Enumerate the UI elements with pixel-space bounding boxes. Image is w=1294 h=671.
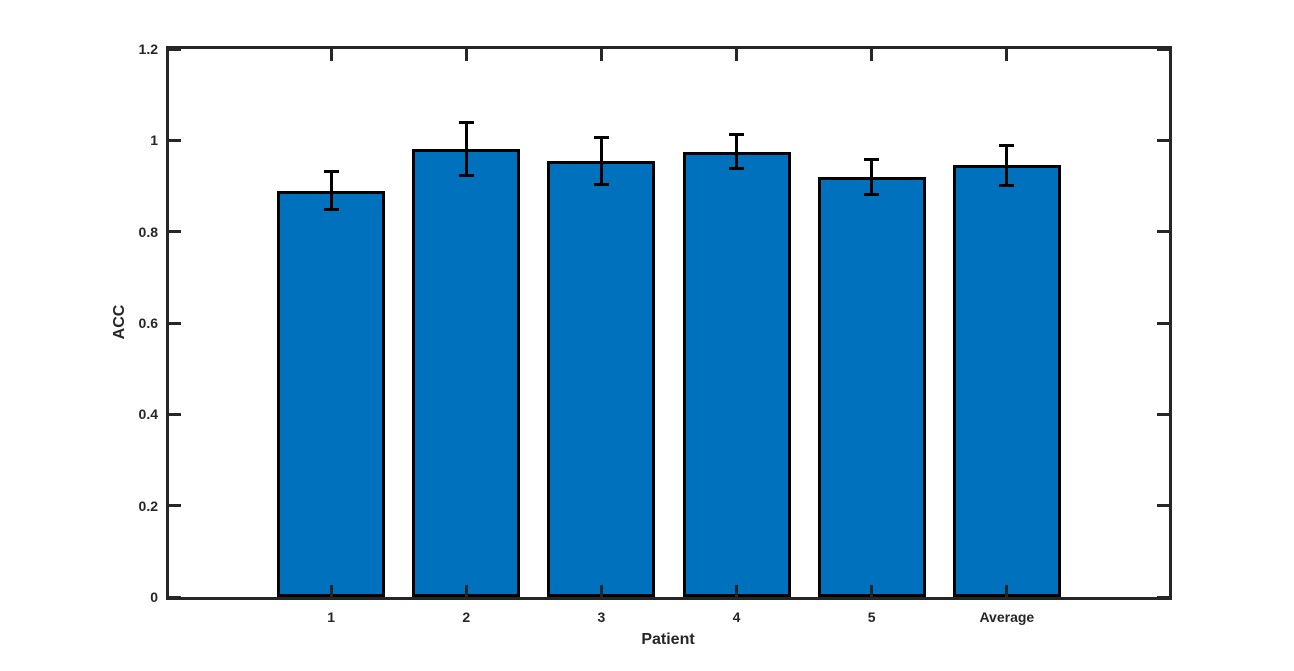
- x-tick: [1005, 585, 1009, 597]
- y-tick-label: 1.2: [138, 41, 158, 57]
- x-tick-label: 3: [597, 609, 606, 625]
- error-bar-cap-top: [999, 143, 1015, 147]
- x-tick-mirror: [599, 49, 603, 61]
- error-bar-line: [599, 137, 603, 185]
- x-tick: [870, 585, 874, 597]
- y-tick-label: 0: [150, 589, 158, 605]
- x-tick-mirror: [329, 49, 333, 61]
- y-tick-label: 0.6: [138, 315, 158, 331]
- x-tick: [735, 585, 739, 597]
- error-bar-line: [329, 171, 333, 210]
- bar: [547, 160, 656, 597]
- x-tick: [329, 585, 333, 597]
- y-tick: [169, 595, 181, 599]
- error-bar-cap-top: [593, 135, 609, 139]
- x-tick-label: Average: [979, 609, 1035, 625]
- error-bar-cap-top: [458, 121, 474, 125]
- x-tick-label: 4: [732, 609, 741, 625]
- error-bar-line: [735, 134, 739, 169]
- y-tick-label: 1: [150, 132, 158, 149]
- error-bar-cap-bottom: [999, 184, 1015, 188]
- y-tick-label: 0.4: [138, 406, 158, 423]
- error-bar-line: [870, 159, 874, 195]
- bar: [412, 149, 521, 597]
- bar: [682, 151, 791, 597]
- error-bar-cap-bottom: [323, 208, 339, 212]
- x-tick-label: 2: [462, 609, 471, 625]
- error-bar-cap-top: [864, 158, 880, 161]
- error-bar-cap-bottom: [458, 174, 474, 178]
- bar: [952, 165, 1061, 597]
- error-bar-line: [1005, 145, 1009, 186]
- y-tick-mirror: [1157, 412, 1169, 416]
- error-bar-cap-bottom: [864, 192, 880, 196]
- y-tick-mirror: [1157, 230, 1169, 234]
- x-tick-mirror: [735, 49, 739, 61]
- x-tick: [464, 585, 468, 597]
- error-bar-cap-bottom: [729, 167, 745, 171]
- x-tick: [599, 585, 603, 597]
- error-bar-cap-top: [729, 133, 745, 137]
- y-tick-label: 0.2: [138, 497, 158, 514]
- y-tick-mirror: [1157, 504, 1169, 508]
- plot-area: [166, 46, 1172, 600]
- x-tick-mirror: [870, 49, 874, 61]
- y-tick-mirror: [1157, 321, 1169, 325]
- y-tick-label: 0.8: [138, 223, 158, 240]
- x-tick-mirror: [464, 49, 468, 61]
- bar: [817, 176, 926, 597]
- y-tick-mirror: [1157, 138, 1169, 142]
- y-tick-mirror: [1157, 47, 1169, 51]
- x-tick-mirror: [1005, 49, 1009, 61]
- y-tick-mirror: [1157, 595, 1169, 599]
- y-tick: [169, 230, 181, 234]
- y-tick: [169, 504, 181, 508]
- y-tick: [169, 138, 181, 142]
- error-bar-cap-top: [323, 169, 339, 173]
- error-bar-line: [464, 122, 468, 176]
- x-tick-label: 1: [327, 609, 336, 625]
- x-axis-label: Patient: [641, 631, 695, 648]
- x-tick-label: 5: [867, 609, 876, 625]
- y-tick: [169, 412, 181, 416]
- error-bar-cap-bottom: [593, 183, 609, 187]
- y-tick: [169, 321, 181, 325]
- y-tick: [169, 47, 181, 51]
- bar: [277, 190, 386, 597]
